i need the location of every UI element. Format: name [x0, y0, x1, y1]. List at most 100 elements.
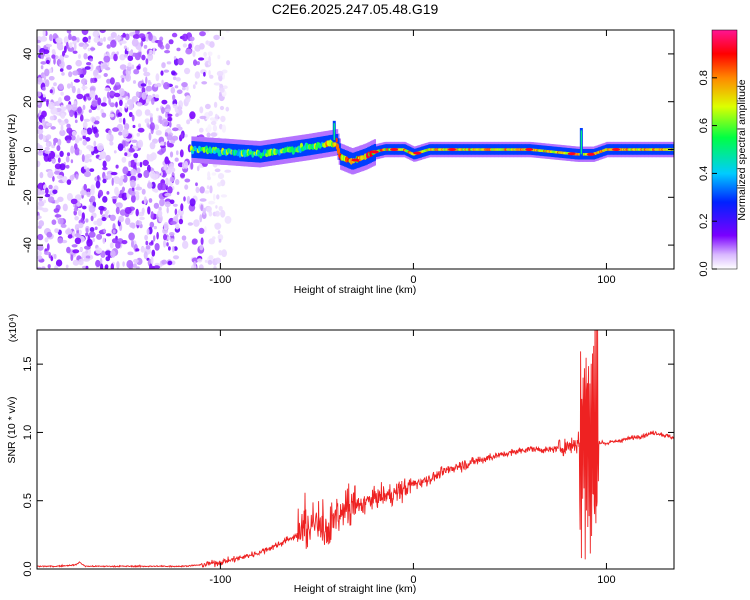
noise-blob: [155, 130, 162, 136]
noise-blob: [47, 196, 55, 203]
noise-blob: [120, 175, 125, 180]
noise-blob: [188, 43, 193, 49]
noise-blob: [153, 124, 160, 131]
noise-blob: [61, 72, 65, 76]
noise-blob: [38, 124, 44, 131]
noise-blob: [56, 174, 64, 180]
noise-blob: [71, 130, 77, 136]
noise-blob: [128, 232, 135, 241]
noise-blob: [85, 255, 91, 259]
noise-blob: [161, 79, 164, 86]
noise-blob: [131, 64, 135, 70]
noise-blob: [85, 249, 89, 254]
noise-blob: [126, 99, 134, 106]
noise-blob: [110, 32, 117, 38]
noise-blob: [153, 225, 157, 230]
noise-blob: [83, 118, 91, 122]
signal-core: [243, 151, 247, 158]
signal-hotspot: [567, 152, 576, 156]
noise-blob: [71, 35, 77, 42]
noise-blob: [85, 93, 90, 97]
noise-blob: [191, 257, 199, 263]
noise-blob: [133, 263, 137, 268]
noise-blob: [131, 239, 134, 248]
noise-blob: [213, 266, 217, 269]
noise-blob: [117, 112, 123, 117]
noise-blob: [175, 223, 180, 230]
noise-blob: [105, 175, 113, 179]
noise-blob: [196, 61, 200, 66]
noise-blob: [57, 118, 62, 123]
noise-blob: [120, 40, 127, 44]
noise-blob: [76, 134, 80, 143]
noise-blob: [194, 81, 198, 85]
noise-blob: [192, 84, 196, 89]
noise-blob: [60, 105, 64, 110]
noise-blob: [52, 33, 58, 40]
noise-blob: [80, 114, 84, 122]
noise-blob: [199, 244, 204, 251]
noise-blob: [115, 101, 118, 108]
noise-blob: [54, 228, 59, 234]
noise-blob: [82, 36, 89, 43]
noise-blob: [163, 222, 169, 231]
noise-blob: [48, 184, 53, 190]
noise-blob: [68, 71, 73, 78]
noise-blob: [67, 234, 73, 239]
noise-blob: [167, 116, 173, 122]
noise-blob: [54, 265, 59, 269]
noise-blob: [167, 260, 173, 266]
noise-blob: [66, 123, 71, 129]
noise-blob: [77, 106, 82, 114]
x-tick-label: 100: [597, 274, 615, 286]
noise-blob: [75, 194, 82, 201]
noise-blob: [101, 112, 107, 118]
noise-blob: [154, 94, 160, 99]
noise-blob: [172, 127, 179, 132]
noise-blob: [45, 79, 50, 87]
noise-blob: [150, 240, 154, 245]
noise-blob: [98, 189, 104, 197]
noise-blob: [144, 109, 151, 116]
noise-blob: [193, 260, 197, 267]
noise-blob: [79, 137, 83, 141]
noise-blob: [51, 219, 57, 225]
noise-blob: [168, 163, 175, 169]
noise-blob: [49, 68, 52, 73]
noise-blob: [194, 71, 201, 79]
noise-blob: [226, 60, 231, 66]
noise-blob: [59, 68, 64, 72]
noise-blob: [217, 230, 221, 235]
y-tick-label: 0: [22, 146, 34, 152]
noise-blob: [165, 177, 169, 186]
noise-blob: [93, 120, 100, 125]
noise-blob: [135, 109, 143, 117]
noise-blob: [89, 168, 95, 173]
noise-blob: [219, 91, 222, 97]
noise-blob: [37, 182, 45, 191]
noise-blob: [37, 91, 42, 97]
noise-blob: [57, 157, 61, 163]
noise-blob: [137, 127, 145, 133]
noise-blob: [74, 111, 78, 119]
noise-blob: [157, 39, 163, 48]
noise-blob: [169, 176, 175, 183]
noise-blob: [168, 246, 171, 251]
noise-blob: [102, 196, 108, 203]
noise-blob: [47, 157, 52, 162]
noise-blob: [121, 186, 125, 193]
x-tick-label: 0: [410, 574, 416, 586]
noise-blob: [131, 194, 136, 203]
noise-blob: [184, 178, 191, 183]
x-tick-label: 0: [410, 274, 416, 286]
noise-blob: [84, 171, 91, 178]
noise-blob: [127, 62, 132, 68]
noise-blob: [37, 188, 42, 196]
noise-blob: [53, 140, 56, 146]
noise-blob: [131, 139, 138, 143]
noise-blob: [164, 132, 168, 137]
noise-blob: [66, 127, 73, 134]
noise-blob: [53, 57, 56, 65]
noise-blob: [89, 47, 96, 51]
noise-blob: [117, 143, 124, 152]
